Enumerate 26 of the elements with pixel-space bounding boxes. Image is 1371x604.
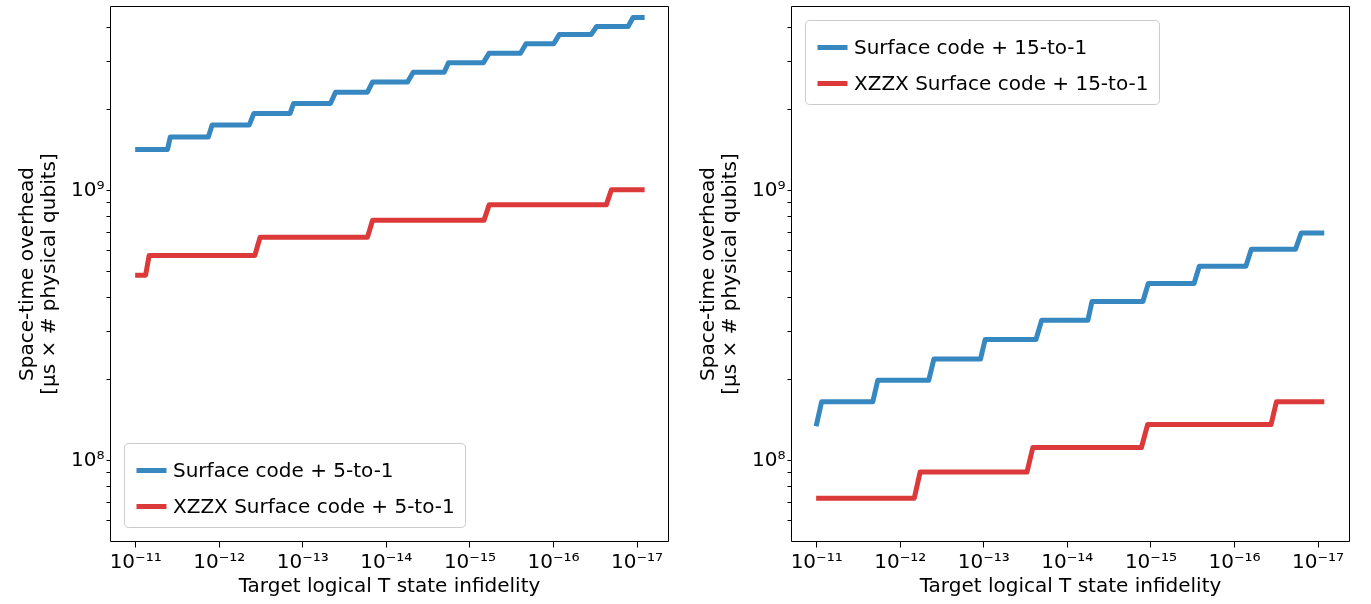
x-tick-label: 10⁻¹² xyxy=(874,548,927,573)
y-tick-label: 10⁸ xyxy=(752,447,786,472)
legend-label: Surface code + 15-to-1 xyxy=(854,34,1088,59)
y-axis-title: Space-time overhead [μs × # physical qubits] xyxy=(695,153,742,395)
x-tick-label: 10⁻¹¹ xyxy=(109,548,162,573)
x-tick-label: 10⁻¹⁵ xyxy=(1124,548,1177,573)
x-tick-label: 10⁻¹⁴ xyxy=(1041,548,1094,573)
x-tick-label: 10⁻¹² xyxy=(193,548,246,573)
x-tick-label: 10⁻¹³ xyxy=(957,548,1010,573)
y-tick-label: 10⁹ xyxy=(752,177,786,202)
x-tick-label: 10⁻¹⁵ xyxy=(443,548,496,573)
x-axis-title: Target logical T state infidelity xyxy=(237,572,541,597)
x-tick-label: 10⁻¹⁷ xyxy=(610,548,664,573)
y-tick-label: 10⁹ xyxy=(71,177,105,202)
x-tick-label: 10⁻¹⁴ xyxy=(360,548,413,573)
y-tick-label: 10⁸ xyxy=(71,447,105,472)
legend-label: XZZX Surface code + 5-to-1 xyxy=(173,493,455,518)
x-tick-label: 10⁻¹⁷ xyxy=(1291,548,1345,573)
x-tick-label: 10⁻¹⁶ xyxy=(1208,548,1261,573)
legend-label: Surface code + 5-to-1 xyxy=(173,457,394,482)
y-axis-title: Space-time overhead [μs × # physical qubits] xyxy=(14,153,61,395)
x-tick-label: 10⁻¹¹ xyxy=(790,548,843,573)
x-axis-title: Target logical T state infidelity xyxy=(918,572,1222,597)
legend-label: XZZX Surface code + 15-to-1 xyxy=(854,70,1149,95)
x-tick-label: 10⁻¹³ xyxy=(276,548,329,573)
x-tick-label: 10⁻¹⁶ xyxy=(527,548,580,573)
